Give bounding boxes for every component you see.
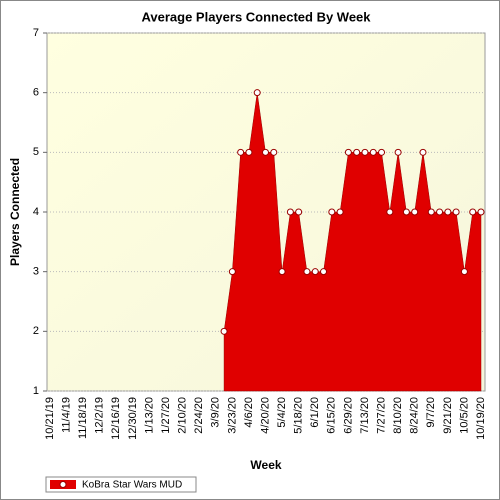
x-tick-label: 12/2/19 xyxy=(94,397,106,434)
x-tick-label: 11/4/19 xyxy=(60,397,72,433)
y-tick-label: 1 xyxy=(33,385,39,397)
point xyxy=(477,208,485,216)
x-tick-label: 2/10/20 xyxy=(177,397,189,434)
legend-marker xyxy=(59,481,67,488)
y-tick-label: 6 xyxy=(33,87,39,99)
point xyxy=(452,208,460,216)
x-tick-label: 11/18/19 xyxy=(77,397,89,439)
point xyxy=(469,208,477,216)
x-tick-label: 8/24/20 xyxy=(409,397,421,434)
x-tick-label: 7/13/20 xyxy=(359,397,371,434)
legend xyxy=(45,476,197,493)
y-axis-title: Players Connected xyxy=(8,158,22,266)
x-tick-label: 1/13/20 xyxy=(143,397,155,434)
y-tick-label: 2 xyxy=(33,325,39,337)
legend-label: KoBra Star Wars MUD xyxy=(82,480,182,491)
x-tick-label: 2/24/20 xyxy=(193,397,205,434)
point xyxy=(303,268,311,276)
point xyxy=(328,208,336,216)
point xyxy=(336,208,344,216)
point xyxy=(237,148,245,156)
point xyxy=(369,148,377,156)
x-tick-label: 6/29/20 xyxy=(342,397,354,434)
point xyxy=(311,268,319,276)
point xyxy=(228,268,236,276)
y-tick-label: 3 xyxy=(33,266,39,278)
point xyxy=(286,208,294,216)
point xyxy=(262,148,269,156)
x-tick-label: 8/10/20 xyxy=(392,397,404,434)
y-tick-label: 5 xyxy=(33,146,39,158)
x-tick-label: 10/19/20 xyxy=(475,397,487,440)
x-tick-label: 3/23/20 xyxy=(226,397,238,434)
point xyxy=(253,89,261,97)
x-tick-label: 5/4/20 xyxy=(276,397,288,428)
point xyxy=(361,148,369,156)
x-tick-label: 5/18/20 xyxy=(293,397,305,434)
point xyxy=(270,148,278,156)
point xyxy=(344,148,352,156)
x-tick-label: 1/27/20 xyxy=(160,397,172,434)
point xyxy=(220,327,228,335)
point xyxy=(402,208,410,216)
x-tick-label: 4/6/20 xyxy=(243,397,255,428)
point xyxy=(419,148,427,156)
x-tick-label: 9/7/20 xyxy=(425,397,437,428)
x-tick-label: 6/15/20 xyxy=(326,397,338,434)
point xyxy=(427,208,435,216)
point xyxy=(378,148,386,156)
point xyxy=(444,208,452,216)
point xyxy=(245,148,253,156)
x-axis-title: Week xyxy=(250,458,281,472)
x-tick-label: 12/16/19 xyxy=(110,397,122,440)
point xyxy=(460,268,468,276)
x-tick-label: 10/21/19 xyxy=(44,397,56,440)
point xyxy=(295,208,303,216)
x-tick-label: 4/20/20 xyxy=(259,397,271,434)
y-tick-label: 4 xyxy=(33,206,39,218)
point xyxy=(320,268,328,276)
x-tick-label: 3/9/20 xyxy=(210,397,222,428)
y-tick-label: 7 xyxy=(33,27,39,39)
point xyxy=(436,208,444,216)
chart-title: Average Players Connected By Week xyxy=(141,9,371,24)
x-tick-label: 12/30/19 xyxy=(127,397,139,440)
point xyxy=(353,148,361,156)
x-tick-label: 9/21/20 xyxy=(442,397,454,434)
x-tick-label: 6/1/20 xyxy=(309,397,321,428)
x-tick-label: 10/5/20 xyxy=(458,397,470,434)
point xyxy=(386,208,394,216)
point xyxy=(394,148,402,156)
x-tick-label: 7/27/20 xyxy=(375,397,387,434)
point xyxy=(278,268,286,276)
point xyxy=(411,208,419,216)
